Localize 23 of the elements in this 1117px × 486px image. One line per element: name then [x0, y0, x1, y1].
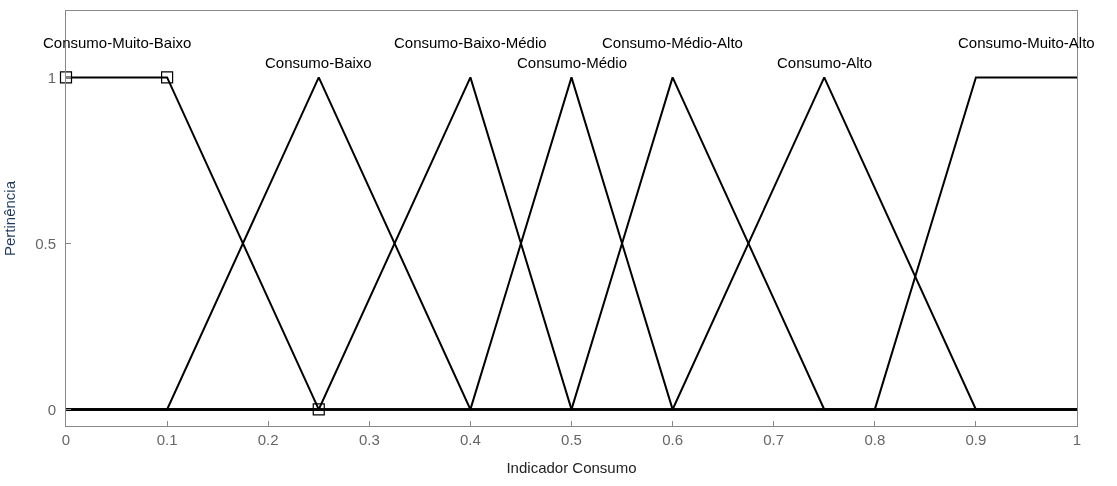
y-tick-label: 0.5 [35, 234, 56, 252]
series-label: Consumo-Alto [777, 54, 873, 71]
x-tick-label: 0 [61, 431, 71, 448]
x-tick-label: 1 [1072, 431, 1082, 448]
x-tick-label: 0.4 [459, 431, 481, 448]
text: Consumo-Muito-Alto [958, 34, 1095, 51]
series-label: Consumo-Médio [517, 54, 628, 71]
y-axis-title: Pertinência [1, 180, 19, 257]
x-tick-label: 0.1 [156, 431, 178, 448]
x-tick-label: 0.2 [257, 431, 279, 448]
x-axis-title: Indicador Consumo [506, 459, 637, 476]
series-label: Consumo-Baixo [265, 54, 372, 71]
text: Consumo-Baixo-Médio [394, 34, 547, 51]
x-tick-label: 0.9 [965, 431, 987, 448]
x-tick-label: 0.7 [763, 431, 785, 448]
x-tick-label: 0.5 [561, 431, 582, 448]
text: Consumo-Médio-Alto [602, 34, 743, 51]
x-tick-label: 0.8 [864, 431, 886, 448]
y-tick-label: 0 [47, 400, 56, 418]
x-tick-label: 0.3 [358, 431, 380, 448]
series-label: Consumo-Muito-Baixo [43, 34, 192, 51]
y-tick-label: 1 [47, 68, 56, 86]
x-tick-label: 0.6 [662, 431, 684, 448]
